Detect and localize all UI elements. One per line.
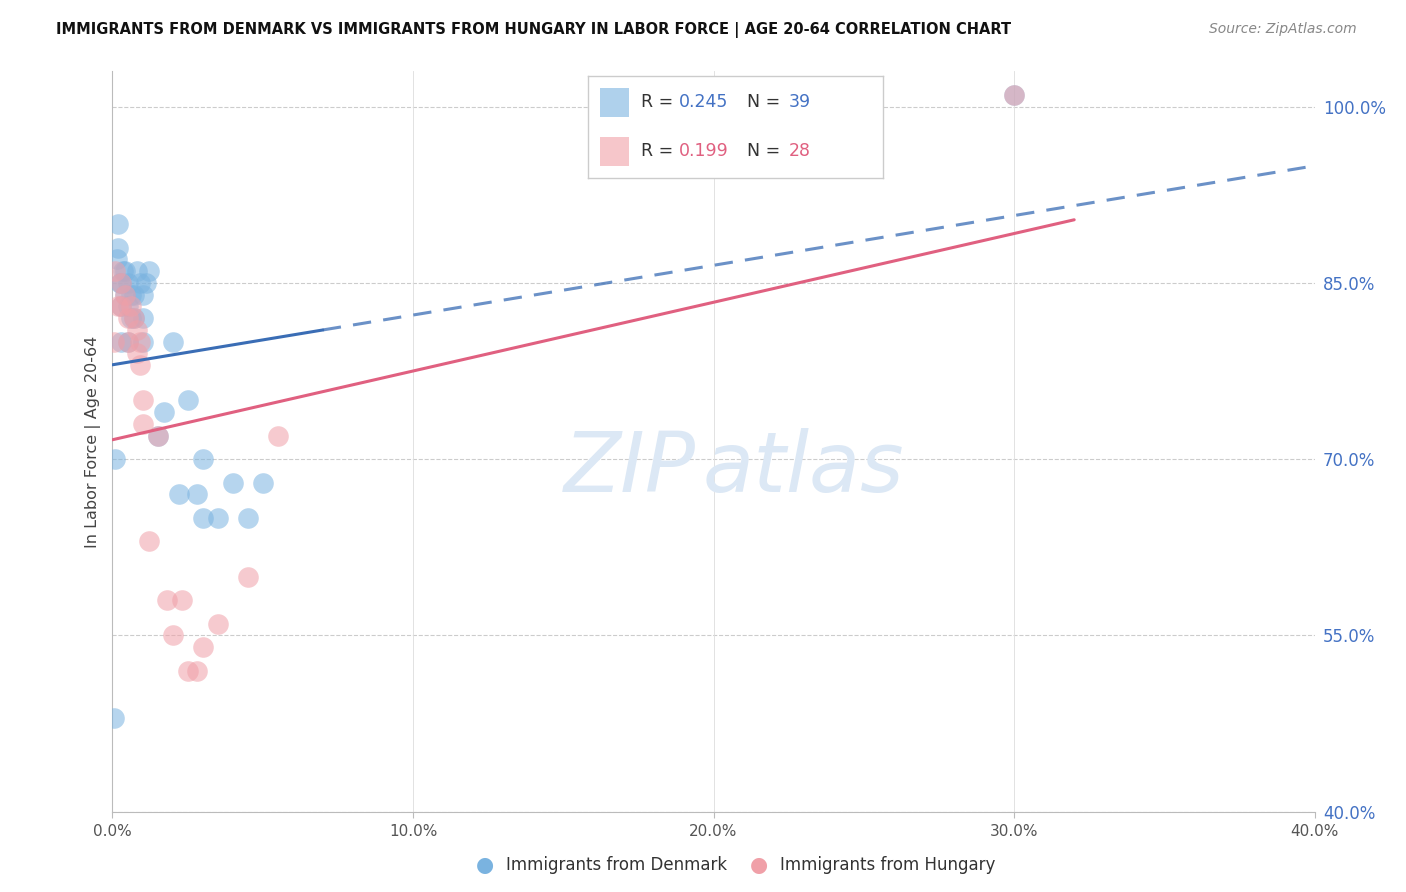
- Point: [131, 287, 153, 301]
- Text: R =: R =: [641, 142, 679, 161]
- Point: [152, 405, 174, 419]
- Point: [120, 311, 142, 326]
- Point: [207, 511, 229, 525]
- Point: [128, 358, 150, 372]
- Point: [107, 217, 129, 231]
- Point: [117, 311, 139, 326]
- Text: ●: ●: [751, 855, 768, 875]
- Point: [128, 334, 150, 349]
- Point: [104, 452, 127, 467]
- Text: IMMIGRANTS FROM DENMARK VS IMMIGRANTS FROM HUNGARY IN LABOR FORCE | AGE 20-64 CO: IMMIGRANTS FROM DENMARK VS IMMIGRANTS FR…: [56, 22, 1011, 38]
- Point: [191, 640, 214, 655]
- Point: [1002, 87, 1025, 102]
- Text: R =: R =: [641, 93, 679, 111]
- Text: N =: N =: [747, 93, 786, 111]
- Point: [236, 511, 259, 525]
- Point: [131, 334, 153, 349]
- Point: [155, 593, 177, 607]
- Point: [103, 334, 125, 349]
- FancyBboxPatch shape: [599, 88, 628, 117]
- Point: [131, 393, 153, 408]
- Point: [170, 593, 193, 607]
- Text: 39: 39: [789, 93, 811, 111]
- Point: [176, 664, 198, 678]
- Point: [122, 287, 145, 301]
- Point: [103, 711, 125, 725]
- Point: [267, 428, 290, 442]
- Point: [222, 475, 245, 490]
- Point: [114, 264, 136, 278]
- Point: [135, 276, 157, 290]
- Point: [110, 299, 132, 313]
- Point: [105, 252, 128, 267]
- Point: [131, 311, 153, 326]
- Point: [111, 264, 134, 278]
- Point: [236, 570, 259, 584]
- Point: [114, 287, 136, 301]
- Y-axis label: In Labor Force | Age 20-64: In Labor Force | Age 20-64: [86, 335, 101, 548]
- Point: [117, 334, 139, 349]
- Point: [117, 299, 139, 313]
- Point: [146, 428, 169, 442]
- Text: 28: 28: [789, 142, 810, 161]
- Point: [125, 346, 148, 360]
- Point: [186, 487, 208, 501]
- Point: [125, 264, 148, 278]
- Point: [110, 276, 132, 290]
- Point: [120, 299, 142, 313]
- Text: ZIP: ZIP: [564, 428, 696, 508]
- Point: [176, 393, 198, 408]
- Point: [131, 417, 153, 431]
- Point: [117, 276, 139, 290]
- Point: [207, 616, 229, 631]
- Point: [138, 264, 160, 278]
- Text: Immigrants from Denmark: Immigrants from Denmark: [506, 856, 727, 874]
- Point: [114, 287, 136, 301]
- Point: [191, 511, 214, 525]
- Point: [107, 241, 129, 255]
- Point: [108, 276, 131, 290]
- Point: [122, 311, 145, 326]
- Point: [110, 299, 132, 313]
- Point: [138, 534, 160, 549]
- FancyBboxPatch shape: [599, 137, 628, 166]
- Point: [162, 334, 184, 349]
- Point: [107, 299, 129, 313]
- Text: N =: N =: [747, 142, 786, 161]
- Text: ●: ●: [477, 855, 494, 875]
- Point: [146, 428, 169, 442]
- Point: [110, 276, 132, 290]
- Point: [120, 287, 142, 301]
- Text: 0.199: 0.199: [679, 142, 728, 161]
- Point: [252, 475, 274, 490]
- Point: [117, 334, 139, 349]
- Point: [191, 452, 214, 467]
- Point: [128, 276, 150, 290]
- Point: [110, 334, 132, 349]
- Point: [125, 323, 148, 337]
- Text: Immigrants from Hungary: Immigrants from Hungary: [780, 856, 995, 874]
- Point: [186, 664, 208, 678]
- Text: Source: ZipAtlas.com: Source: ZipAtlas.com: [1209, 22, 1357, 37]
- Point: [122, 311, 145, 326]
- Text: atlas: atlas: [703, 428, 904, 508]
- Point: [104, 264, 127, 278]
- Point: [167, 487, 190, 501]
- Text: 0.245: 0.245: [679, 93, 728, 111]
- Point: [1002, 87, 1025, 102]
- Point: [162, 628, 184, 642]
